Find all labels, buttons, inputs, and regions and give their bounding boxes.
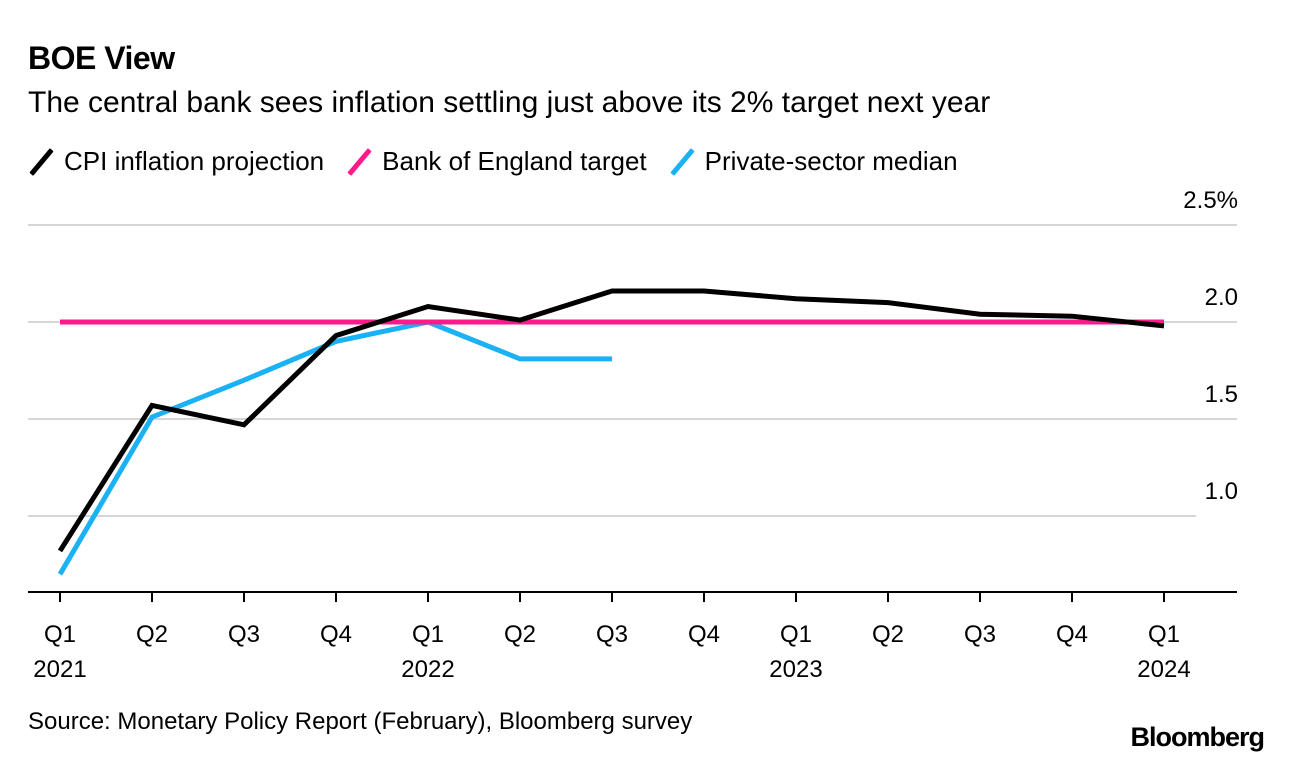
x-tick-label: Q4 [688, 621, 720, 648]
y-tick-label: 1.5 [1205, 381, 1238, 408]
legend-label-median: Private-sector median [704, 146, 958, 176]
x-tick-label: Q1 [44, 621, 76, 648]
x-tick-label: Q1 [780, 621, 812, 648]
chart-subtitle: The central bank sees inflation settling… [28, 86, 991, 119]
legend-item-target: Bank of England target [346, 146, 647, 177]
x-tick-label: Q3 [228, 621, 260, 648]
x-tick-label: Q1 [412, 621, 444, 648]
legend-item-median: Private-sector median [669, 146, 958, 177]
y-tick-label: 2.0 [1205, 284, 1238, 311]
series-line-private-sector-median [57, 319, 612, 576]
x-year-label: 2024 [1137, 656, 1190, 683]
x-tick-label: Q2 [136, 621, 168, 648]
x-tick-label: Q3 [964, 621, 996, 648]
y-tick-label: 1.0 [1205, 478, 1238, 505]
x-tick-label: Q4 [320, 621, 352, 648]
legend-label-target: Bank of England target [382, 146, 647, 176]
x-year-label: 2022 [401, 656, 454, 683]
x-tick-label: Q2 [504, 621, 536, 648]
x-tick-label: Q3 [596, 621, 628, 648]
series-line-cpi-inflation-projection [57, 288, 1165, 553]
legend: CPI inflation projection Bank of England… [28, 146, 980, 177]
x-tick-label: Q2 [872, 621, 904, 648]
x-year-label: 2021 [33, 656, 86, 683]
chart-title: BOE View [28, 40, 175, 76]
x-tick-label: Q4 [1056, 621, 1088, 648]
y-tick-label: 2.5% [1183, 187, 1238, 214]
x-tick-label: Q1 [1148, 621, 1180, 648]
legend-item-cpi: CPI inflation projection [28, 146, 324, 177]
legend-label-cpi: CPI inflation projection [64, 146, 325, 176]
source-note: Source: Monetary Policy Report (February… [28, 708, 693, 735]
x-year-label: 2023 [769, 656, 822, 683]
bloomberg-logo: Bloomberg [1130, 722, 1265, 752]
